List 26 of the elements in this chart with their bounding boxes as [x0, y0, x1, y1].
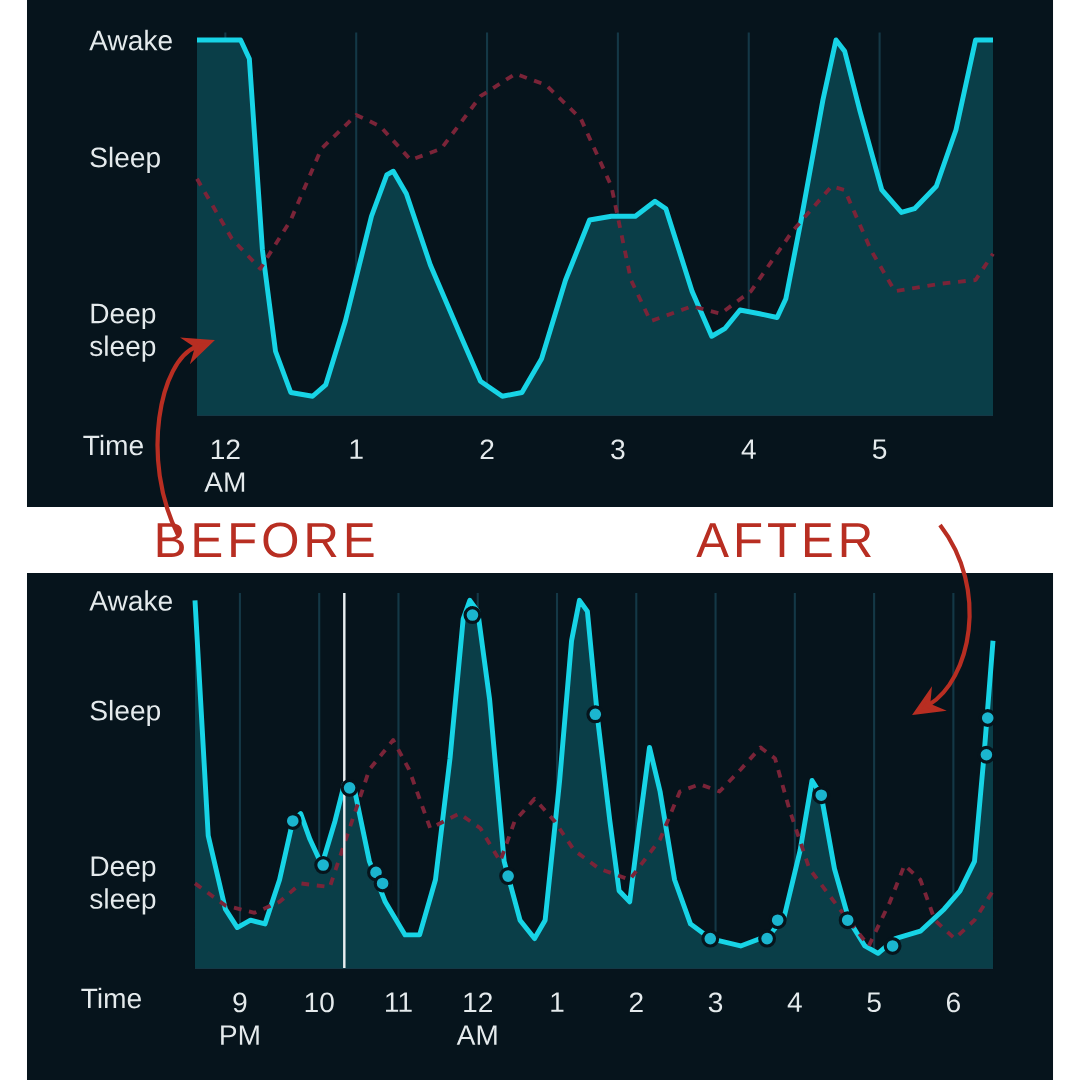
text: Awake — [89, 590, 172, 611]
x-axis-title: Time — [81, 987, 141, 1009]
text: Sleep — [90, 146, 160, 173]
text: BEFORE — [157, 522, 374, 558]
text: Awake — [89, 29, 172, 51]
x-tick-label: 2 — [629, 992, 643, 1013]
x-tick-label: 5 — [872, 439, 887, 460]
text: AFTER — [696, 523, 871, 558]
x-tick-label: 1 — [551, 992, 564, 1012]
x-tick-label: 1 — [350, 439, 363, 459]
text: Deep sleep — [90, 856, 156, 915]
x-axis-title: Time — [83, 434, 143, 456]
x-tick-label: 6 — [946, 992, 960, 1013]
x-tick-label: 11 — [386, 992, 412, 1012]
x-tick-label: 3 — [708, 992, 723, 1013]
x-tick-label: 5 — [867, 992, 881, 1013]
x-tick-label: 3 — [611, 439, 625, 460]
x-tick-label: 12 AM — [456, 992, 497, 1045]
text: Deep sleep — [89, 303, 156, 362]
x-tick-label: 10 — [305, 992, 334, 1013]
x-tick-label: 2 — [480, 439, 494, 460]
x-tick-label: 4 — [787, 992, 802, 1012]
x-tick-label: 12 AM — [204, 439, 245, 492]
x-tick-label: 9 PM — [221, 992, 259, 1045]
text: Sleep — [90, 699, 161, 727]
x-tick-label: 4 — [741, 439, 756, 459]
